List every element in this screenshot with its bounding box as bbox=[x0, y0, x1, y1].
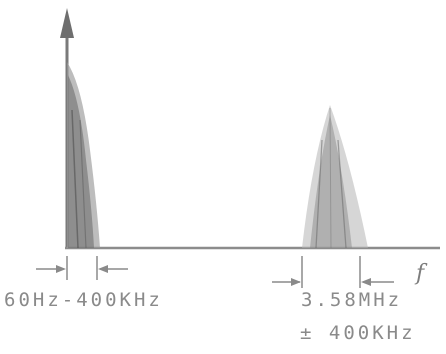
y-axis-arrowhead bbox=[60, 8, 74, 38]
x-axis-label: f bbox=[414, 261, 428, 286]
low-band-label: 60Hz-400KHz bbox=[4, 289, 163, 311]
low-band-width-marker bbox=[36, 256, 128, 280]
high-band-label-freq: 3.58MHz bbox=[301, 289, 402, 311]
high-band-shape bbox=[302, 105, 368, 249]
high-band-width-marker bbox=[272, 256, 394, 288]
high-band-label-range: ± 400KHz bbox=[300, 322, 416, 344]
low-band-shape bbox=[67, 62, 100, 249]
